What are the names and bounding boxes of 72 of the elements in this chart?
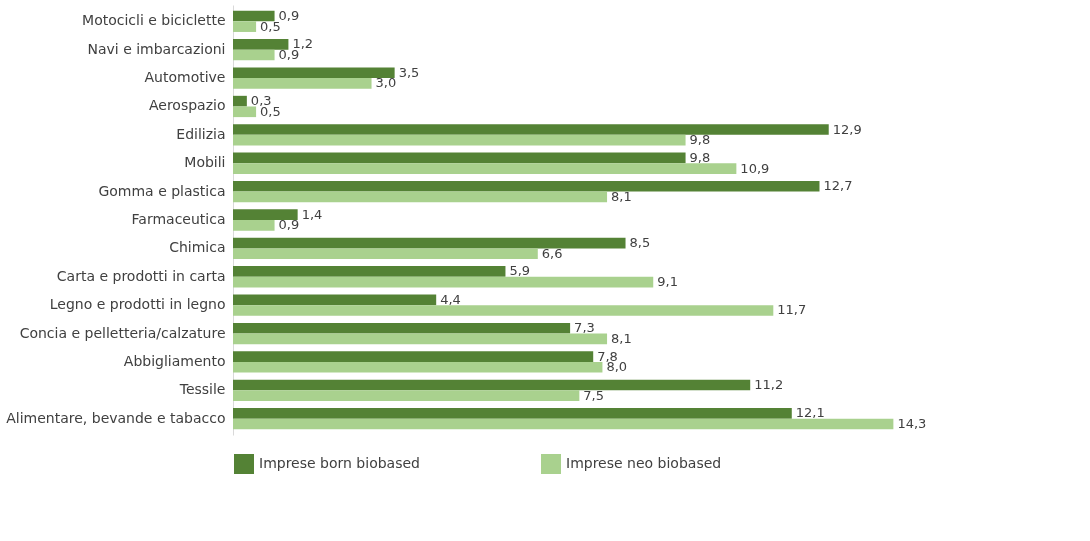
data-label: 7,5 — [583, 387, 605, 403]
data-label: 12,9 — [832, 121, 862, 137]
bar — [233, 180, 820, 192]
data-label: 3,0 — [375, 75, 397, 91]
bar — [233, 39, 289, 50]
bar — [233, 49, 275, 61]
y-tick-label: Edilizia — [176, 125, 226, 142]
data-label: 8,5 — [629, 235, 651, 251]
y-tick-label: Farmaceutica — [131, 211, 226, 227]
y-tick-label: Carta e prodotti in carta — [56, 267, 226, 284]
data-label: 8,1 — [611, 330, 632, 346]
y-tick-label: Automotive — [144, 69, 226, 86]
bar — [233, 322, 571, 334]
data-label: 3,5 — [398, 64, 420, 80]
y-tick-label: Abbigliamento — [123, 352, 226, 369]
y-tick-label: Gomma e plastica — [98, 182, 226, 199]
bar — [233, 418, 894, 430]
data-label: 14,3 — [897, 416, 927, 431]
y-tick-label: Navi e imbarcazioni — [87, 40, 226, 57]
bar — [233, 209, 298, 220]
bar — [233, 379, 751, 391]
data-label: 10,9 — [740, 160, 770, 176]
bar — [233, 266, 506, 277]
data-label: 7,3 — [574, 320, 595, 336]
bar — [233, 351, 594, 362]
bar — [233, 361, 603, 373]
bar — [233, 294, 437, 306]
data-label: 11,7 — [777, 302, 807, 318]
data-label: 5,9 — [509, 263, 531, 279]
y-tick-label: Concia e pelletteria/calzature — [19, 324, 226, 341]
bar — [233, 95, 247, 107]
legend-label: Imprese neo biobased — [566, 455, 722, 471]
data-label: 12,7 — [823, 178, 853, 194]
bar — [233, 124, 829, 135]
data-label: 1,4 — [301, 206, 323, 222]
bar — [233, 408, 792, 419]
bar — [233, 78, 372, 89]
y-tick-label: Legno e prodotti in legno — [49, 296, 226, 313]
bar — [233, 276, 654, 288]
data-label: 11,2 — [754, 376, 784, 392]
y-tick-label: Chimica — [169, 239, 226, 256]
bar — [233, 134, 686, 146]
bar — [233, 237, 626, 249]
bar — [233, 10, 275, 22]
y-tick-label: Alimentare, bevande e tabacco — [6, 409, 226, 426]
data-label: 0,9 — [278, 217, 300, 233]
data-label: 0,5 — [260, 18, 281, 34]
data-label: 8,1 — [611, 188, 632, 204]
data-label: 4,4 — [440, 291, 461, 307]
bar — [233, 220, 275, 231]
legend-label: Imprese born biobased — [259, 455, 420, 471]
data-label: 12,1 — [795, 405, 825, 421]
data-label: 9,1 — [657, 274, 678, 290]
bar — [233, 152, 686, 164]
bar — [233, 191, 608, 203]
data-label: 9,8 — [689, 132, 711, 148]
data-label: 9,8 — [689, 149, 711, 165]
data-label: 0,9 — [278, 8, 300, 23]
y-tick-label: Mobili — [184, 154, 226, 171]
bar — [233, 21, 257, 32]
bar — [233, 305, 774, 316]
y-tick-label: Tessile — [178, 381, 226, 398]
data-label: 6,6 — [541, 245, 563, 261]
bar — [233, 333, 608, 345]
data-label: 0,9 — [278, 47, 300, 63]
y-tick-label: Motocicli e biciclette — [82, 12, 226, 29]
bar — [233, 163, 737, 174]
bar — [233, 248, 538, 260]
bar — [233, 106, 257, 118]
bar — [233, 67, 395, 79]
bar — [233, 390, 580, 401]
y-tick-label: Aerospazio — [148, 97, 226, 114]
